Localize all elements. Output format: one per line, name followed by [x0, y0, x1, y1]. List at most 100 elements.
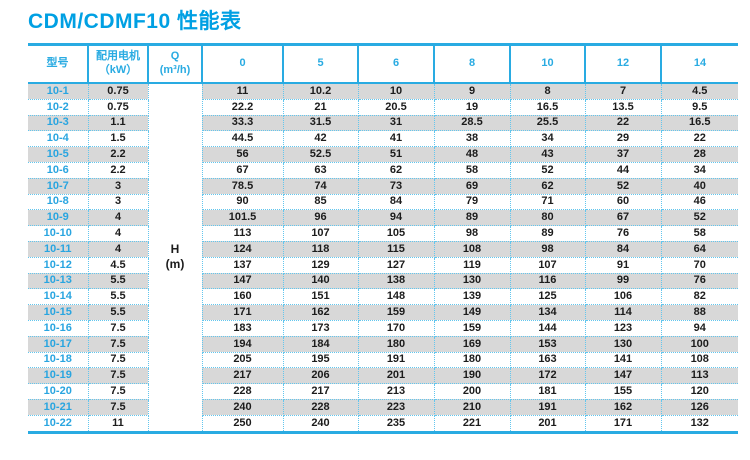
performance-table: 型号 配用电机 （kW） Q (m³/h) 0 5 6 8 10 12 14 10-1 0.7… — [28, 43, 738, 434]
head-value-cell-q10: 125 — [510, 288, 586, 306]
head-value-cell-q12: 52 — [585, 178, 662, 195]
head-value-cell-q14: 28 — [661, 146, 738, 163]
head-value-cell-q8: 221 — [434, 415, 511, 433]
head-value-cell-q6: 235 — [358, 415, 435, 433]
head-value-cell-q14: 82 — [661, 288, 738, 306]
head-value-cell-q5: 184 — [283, 336, 359, 353]
head-value-cell-q12: 106 — [585, 288, 662, 306]
head-value-cell-q5: 85 — [283, 194, 359, 211]
model-cell: 10-10 — [28, 225, 89, 242]
motor-kw-cell: 1.1 — [88, 115, 149, 132]
head-value-cell-q8: 9 — [434, 83, 511, 100]
head-value-cell-q0: 33.3 — [202, 115, 284, 132]
head-value-cell-q0: 183 — [202, 320, 284, 337]
header-flow-12: 12 — [584, 43, 661, 84]
head-value-cell-q10: 34 — [510, 130, 586, 148]
head-value-cell-q5: 107 — [283, 225, 359, 242]
head-value-cell-q8: 149 — [434, 304, 511, 321]
head-value-cell-q12: 29 — [585, 130, 662, 148]
head-value-cell-q10: 71 — [510, 194, 586, 211]
head-value-cell-q5: 228 — [283, 399, 359, 416]
model-cell: 10-2 — [28, 99, 89, 116]
table-row-10-8: 10-8 3 90 85 84 79 71 60 46 — [28, 194, 738, 211]
head-value-cell-q5: 21 — [283, 99, 359, 116]
header-motor-line2: （kW） — [98, 64, 138, 76]
head-value-cell-q6: 51 — [358, 146, 435, 163]
header-flow-10: 10 — [509, 43, 585, 84]
motor-kw-cell: 11 — [88, 415, 149, 433]
model-cell: 10-18 — [28, 352, 89, 369]
head-unit-cell: H (m) — [148, 83, 203, 434]
head-value-cell-q0: 101.5 — [202, 209, 284, 227]
head-value-cell-q10: 89 — [510, 225, 586, 242]
head-value-cell-q10: 163 — [510, 352, 586, 369]
table-row-10-13: 10-13 5.5 147 140 138 130 116 99 76 — [28, 273, 738, 290]
head-value-cell-q14: 34 — [661, 162, 738, 179]
header-flow-14: 14 — [660, 43, 738, 84]
head-value-cell-q12: 99 — [585, 273, 662, 290]
table-row-10-22: 10-22 11 250 240 235 221 201 171 132 — [28, 415, 738, 433]
head-value-cell-q0: 56 — [202, 146, 284, 163]
motor-kw-cell: 7.5 — [88, 320, 149, 337]
head-value-cell-q14: 16.5 — [661, 115, 738, 132]
model-cell: 10-9 — [28, 209, 89, 227]
model-cell: 10-6 — [28, 162, 89, 179]
head-value-cell-q5: 140 — [283, 273, 359, 290]
head-value-cell-q14: 100 — [661, 336, 738, 353]
motor-kw-cell: 5.5 — [88, 304, 149, 321]
model-cell: 10-20 — [28, 383, 89, 400]
table-row-10-17: 10-17 7.5 194 184 180 169 153 130 100 — [28, 336, 738, 353]
head-value-cell-q14: 52 — [661, 209, 738, 227]
head-value-cell-q10: 172 — [510, 367, 586, 385]
head-value-cell-q12: 171 — [585, 415, 662, 433]
motor-kw-cell: 0.75 — [88, 83, 149, 100]
table-row-10-12: 10-12 4.5 137 129 127 119 107 91 70 — [28, 257, 738, 274]
head-value-cell-q0: 124 — [202, 241, 284, 258]
motor-kw-cell: 3 — [88, 178, 149, 195]
header-row: 型号 配用电机 （kW） Q (m³/h) 0 5 6 8 10 12 14 — [28, 43, 738, 84]
head-value-cell-q0: 137 — [202, 257, 284, 274]
header-flow-line2: (m³/h) — [159, 64, 191, 76]
head-value-cell-q5: 240 — [283, 415, 359, 433]
motor-kw-cell: 5.5 — [88, 288, 149, 306]
head-value-cell-q14: 132 — [661, 415, 738, 433]
head-value-cell-q0: 44.5 — [202, 130, 284, 148]
head-value-cell-q12: 13.5 — [585, 99, 662, 116]
table-row-10-6: 10-6 2.2 67 63 62 58 52 44 34 — [28, 162, 738, 179]
head-value-cell-q0: 217 — [202, 367, 284, 385]
head-value-cell-q14: 64 — [661, 241, 738, 258]
table-row-10-14: 10-14 5.5 160 151 148 139 125 106 82 — [28, 288, 738, 306]
motor-kw-cell: 7.5 — [88, 352, 149, 369]
head-value-cell-q8: 89 — [434, 209, 511, 227]
head-value-cell-q5: 206 — [283, 367, 359, 385]
header-flow-8: 8 — [433, 43, 510, 84]
head-value-cell-q5: 63 — [283, 162, 359, 179]
head-value-cell-q0: 194 — [202, 336, 284, 353]
head-value-cell-q6: 127 — [358, 257, 435, 274]
table-row-10-11: 10-11 4 124 118 115 108 98 84 64 — [28, 241, 738, 258]
head-value-cell-q5: 217 — [283, 383, 359, 400]
head-value-cell-q6: 223 — [358, 399, 435, 416]
head-value-cell-q14: 126 — [661, 399, 738, 416]
table-row-10-18: 10-18 7.5 205 195 191 180 163 141 108 — [28, 352, 738, 369]
head-value-cell-q5: 74 — [283, 178, 359, 195]
motor-kw-cell: 4 — [88, 209, 149, 227]
head-value-cell-q8: 48 — [434, 146, 511, 163]
head-value-cell-q10: 191 — [510, 399, 586, 416]
head-value-cell-q6: 159 — [358, 304, 435, 321]
table-row-10-7: 10-7 3 78.5 74 73 69 62 52 40 — [28, 178, 738, 195]
model-cell: 10-5 — [28, 146, 89, 163]
table-header: 型号 配用电机 （kW） Q (m³/h) 0 5 6 8 10 12 14 — [28, 43, 738, 84]
head-value-cell-q0: 228 — [202, 383, 284, 400]
head-value-cell-q8: 159 — [434, 320, 511, 337]
motor-kw-cell: 2.2 — [88, 162, 149, 179]
model-cell: 10-17 — [28, 336, 89, 353]
head-unit-line2: (m) — [165, 257, 185, 272]
head-value-cell-q10: 80 — [510, 209, 586, 227]
head-value-cell-q12: 37 — [585, 146, 662, 163]
head-value-cell-q5: 96 — [283, 209, 359, 227]
head-value-cell-q0: 78.5 — [202, 178, 284, 195]
head-value-cell-q12: 76 — [585, 225, 662, 242]
head-value-cell-q0: 113 — [202, 225, 284, 242]
motor-kw-cell: 7.5 — [88, 336, 149, 353]
